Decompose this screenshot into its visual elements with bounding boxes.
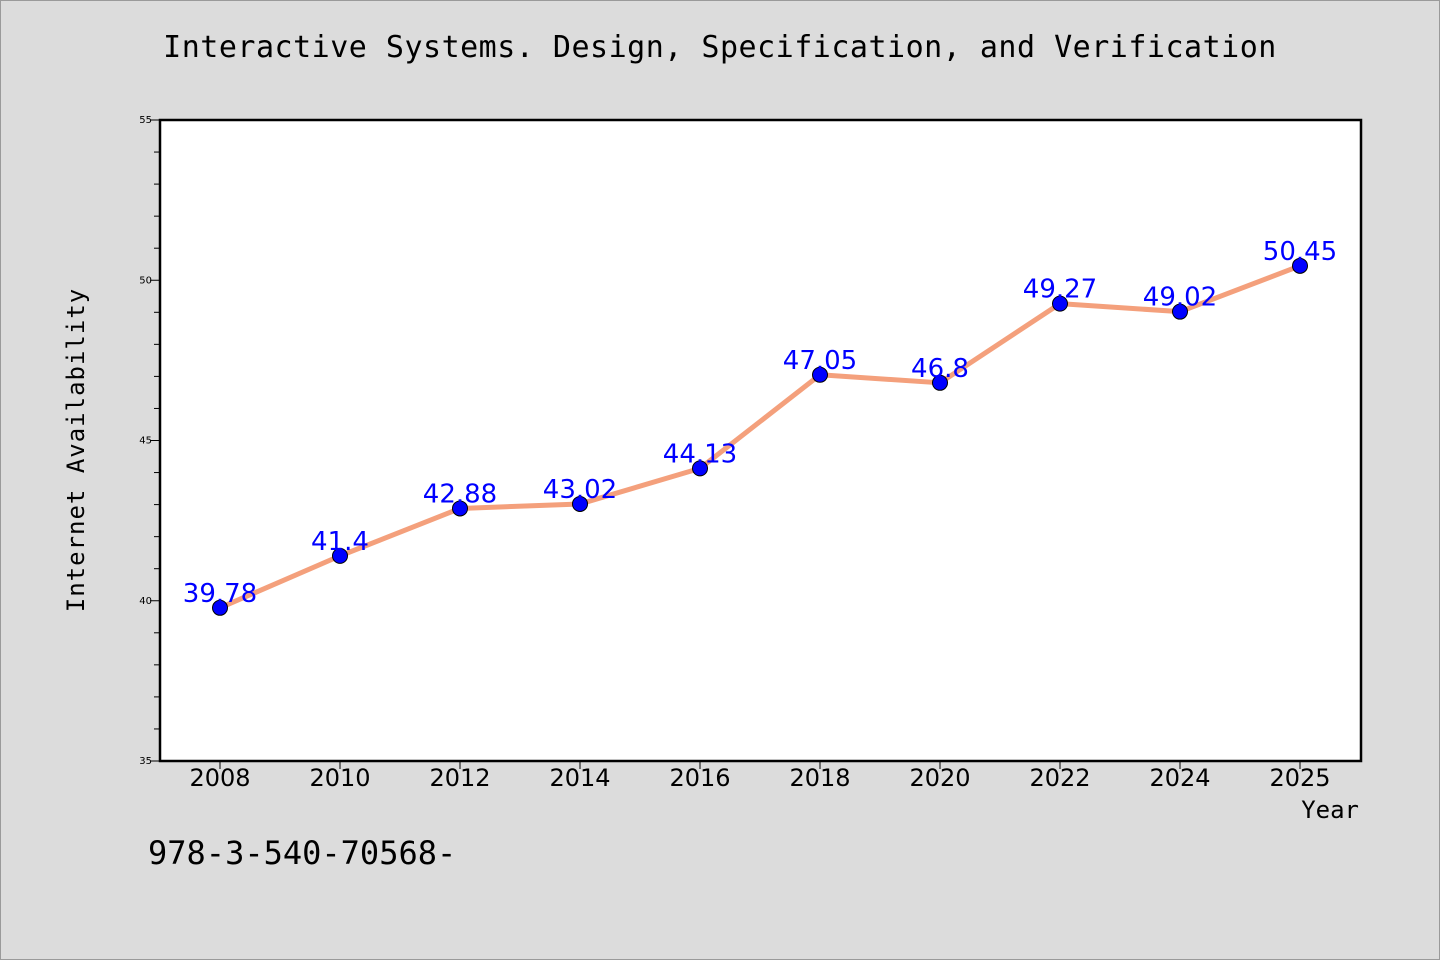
- x-tick-label: 2022: [1029, 764, 1090, 792]
- y-tick-label: 35: [139, 756, 152, 767]
- data-label: 49.27: [1023, 275, 1097, 305]
- data-label: 43.02: [543, 475, 617, 505]
- data-label: 41.4: [311, 527, 369, 557]
- y-tick-label: 40: [139, 596, 152, 607]
- data-point: [692, 460, 708, 477]
- data-points: [212, 257, 1308, 616]
- data-point: [332, 547, 348, 564]
- data-label: 50.45: [1263, 237, 1337, 267]
- y-axis: 35 40 45 50 55: [139, 115, 160, 767]
- data-point: [452, 500, 468, 517]
- x-tick-label: 2012: [429, 764, 490, 792]
- x-tick-label: 2014: [549, 764, 610, 792]
- data-label: 44.13: [663, 439, 737, 469]
- data-point: [572, 495, 588, 512]
- x-tick-label: 2018: [789, 764, 850, 792]
- plot-area: [160, 120, 1361, 761]
- x-tick-label: 2010: [309, 764, 370, 792]
- y-tick-label: 55: [139, 115, 152, 126]
- data-label: 47.05: [783, 346, 857, 376]
- x-tick-label: 2024: [1149, 764, 1210, 792]
- data-point: [1052, 295, 1068, 312]
- plot-border: [158, 118, 1363, 763]
- y-tick-label: 45: [139, 436, 152, 447]
- data-point: [812, 366, 828, 383]
- data-labels: 39.78 41.4 42.88 43.02 44.13 47.05 46.8 49.27 49…: [183, 237, 1337, 609]
- x-tick-label: 2008: [189, 764, 250, 792]
- chart-title: Interactive Systems. Design, Specificati…: [163, 30, 1277, 65]
- x-tick-label: 2016: [669, 764, 730, 792]
- footnote-isbn: 978-3-540-70568-: [148, 834, 457, 872]
- x-tick-label: 2025: [1269, 764, 1330, 792]
- x-axis: 2008 2010 2012 2014 2016 2018 2020 2022 2024 2025: [189, 761, 1331, 792]
- x-axis-label: Year: [1301, 796, 1359, 824]
- data-label: 46.8: [911, 354, 969, 384]
- data-label: 42.88: [423, 479, 497, 509]
- data-point: [212, 599, 228, 616]
- data-point: [1292, 257, 1308, 274]
- data-label: 39.78: [183, 579, 257, 609]
- data-point: [932, 374, 948, 391]
- x-tick-label: 2020: [909, 764, 970, 792]
- y-tick-label: 50: [139, 275, 152, 286]
- data-point: [1172, 303, 1188, 320]
- series-line: [219, 263, 1301, 611]
- data-label: 49.02: [1143, 283, 1217, 313]
